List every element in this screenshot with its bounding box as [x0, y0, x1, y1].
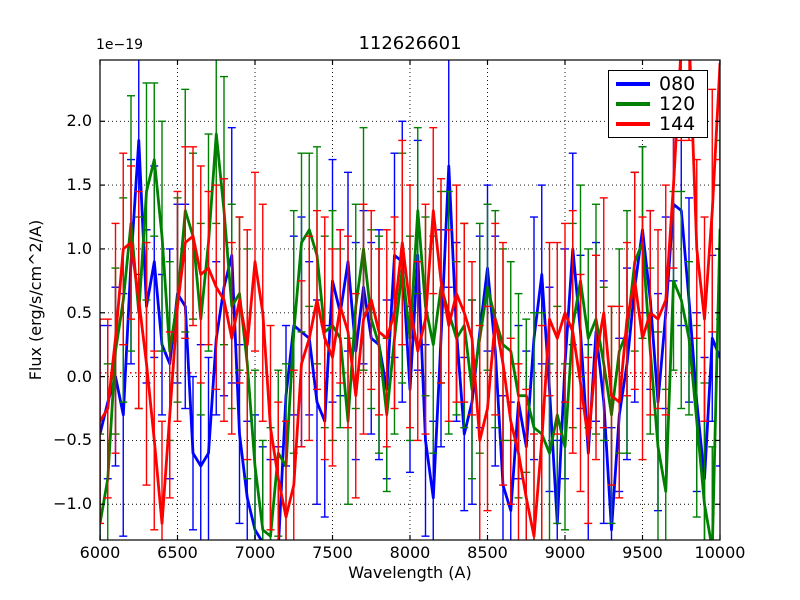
legend-entry: 120: [616, 94, 700, 114]
x-tick-label: 8500: [467, 543, 508, 562]
x-axis-label: Wavelength (A): [348, 563, 472, 582]
y-tick-label: −0.5: [53, 430, 92, 450]
y-tick-label: 1.0: [66, 238, 92, 258]
x-tick-label: 9500: [622, 543, 663, 562]
x-tick-label: 9000: [544, 543, 586, 562]
x-tick-label: 6500: [157, 543, 198, 562]
x-tick-label: 6000: [79, 543, 121, 562]
legend-line-sample-green: [616, 102, 650, 106]
y-tick-label: 0.5: [66, 302, 92, 322]
legend-line-sample-blue: [616, 82, 650, 86]
legend: 080 120 144: [608, 70, 708, 138]
legend-label: 080: [659, 73, 696, 95]
y-tick-label: 0.0: [66, 366, 92, 386]
y-tick-label: 1.5: [66, 175, 92, 195]
legend-line-sample-red: [616, 122, 650, 126]
x-tick-label: 8000: [389, 543, 431, 562]
chart-title: 112626601: [358, 33, 462, 54]
legend-entry: 144: [616, 114, 700, 134]
legend-label: 144: [659, 113, 696, 135]
y-axis-label: Flux (erg/s/cm^2/A): [26, 219, 45, 381]
x-tick-label: 7000: [234, 543, 276, 562]
y-tick-label: −1.0: [53, 494, 92, 514]
x-tick-label: 10000: [694, 543, 746, 562]
y-tick-label: 2.0: [66, 111, 92, 131]
legend-entry: 080: [616, 74, 700, 94]
x-tick-label: 7500: [312, 543, 353, 562]
y-axis-offset-text: 1e−19: [96, 37, 144, 53]
legend-label: 120: [659, 93, 696, 115]
